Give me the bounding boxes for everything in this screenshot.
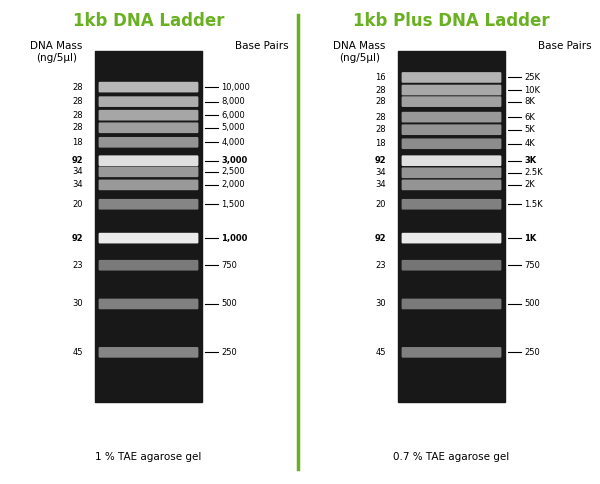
Text: 1,500: 1,500 [221, 200, 245, 209]
Text: 34: 34 [73, 167, 83, 176]
FancyBboxPatch shape [401, 72, 502, 83]
Text: 1K: 1K [524, 234, 536, 242]
Text: 92: 92 [71, 156, 83, 165]
Text: 28: 28 [376, 125, 386, 134]
Text: 20: 20 [73, 200, 83, 209]
Text: 0.7 % TAE agarose gel: 0.7 % TAE agarose gel [394, 453, 509, 462]
Text: 28: 28 [73, 83, 83, 91]
Text: 6K: 6K [524, 113, 535, 121]
FancyBboxPatch shape [98, 82, 199, 92]
Text: 34: 34 [73, 181, 83, 189]
Text: 28: 28 [376, 113, 386, 121]
Text: 28: 28 [73, 123, 83, 132]
FancyBboxPatch shape [401, 85, 502, 95]
FancyBboxPatch shape [98, 122, 199, 133]
FancyBboxPatch shape [98, 199, 199, 210]
Text: 92: 92 [374, 234, 386, 242]
FancyBboxPatch shape [401, 347, 502, 358]
FancyBboxPatch shape [401, 199, 502, 210]
Text: 1kb DNA Ladder: 1kb DNA Ladder [73, 12, 224, 30]
Text: 1,000: 1,000 [221, 234, 248, 242]
Text: 1 % TAE agarose gel: 1 % TAE agarose gel [95, 453, 202, 462]
Text: 34: 34 [376, 181, 386, 189]
FancyBboxPatch shape [98, 96, 199, 107]
FancyBboxPatch shape [98, 155, 199, 166]
FancyBboxPatch shape [98, 137, 199, 148]
Text: Base Pairs: Base Pairs [235, 41, 288, 51]
Bar [398, 51, 505, 402]
Text: 1kb Plus DNA Ladder: 1kb Plus DNA Ladder [353, 12, 550, 30]
Text: 1.5K: 1.5K [524, 200, 543, 209]
Text: 2,500: 2,500 [221, 167, 245, 176]
FancyBboxPatch shape [401, 155, 502, 166]
Text: 18: 18 [73, 138, 83, 147]
Text: 34: 34 [376, 168, 386, 177]
FancyBboxPatch shape [98, 166, 199, 177]
Text: 25K: 25K [524, 73, 540, 82]
Text: 6,000: 6,000 [221, 111, 245, 120]
FancyBboxPatch shape [401, 96, 502, 107]
Text: 2.5K: 2.5K [524, 168, 543, 177]
Text: 45: 45 [376, 348, 386, 357]
Text: 23: 23 [73, 261, 83, 270]
Text: 500: 500 [221, 300, 237, 308]
Text: 18: 18 [376, 139, 386, 148]
Text: Base Pairs: Base Pairs [538, 41, 591, 51]
FancyBboxPatch shape [401, 299, 502, 309]
Text: 30: 30 [376, 300, 386, 308]
Text: 500: 500 [524, 300, 540, 308]
FancyBboxPatch shape [401, 138, 502, 149]
Text: 2,000: 2,000 [221, 181, 245, 189]
Text: 750: 750 [221, 261, 237, 270]
FancyBboxPatch shape [401, 124, 502, 135]
Text: 250: 250 [221, 348, 237, 357]
FancyBboxPatch shape [98, 110, 199, 121]
FancyBboxPatch shape [401, 112, 502, 122]
Text: 750: 750 [524, 261, 540, 270]
Text: 4,000: 4,000 [221, 138, 245, 147]
FancyBboxPatch shape [98, 347, 199, 358]
Text: 30: 30 [73, 300, 83, 308]
FancyBboxPatch shape [98, 180, 199, 190]
Text: 10,000: 10,000 [221, 83, 250, 91]
Text: 250: 250 [524, 348, 540, 357]
Text: 16: 16 [376, 73, 386, 82]
Text: 45: 45 [73, 348, 83, 357]
Text: DNA Mass
(ng/5µl): DNA Mass (ng/5µl) [333, 41, 386, 63]
Text: 28: 28 [376, 86, 386, 94]
Text: 20: 20 [376, 200, 386, 209]
FancyBboxPatch shape [401, 260, 502, 271]
Text: DNA Mass
(ng/5µl): DNA Mass (ng/5µl) [30, 41, 83, 63]
FancyBboxPatch shape [401, 233, 502, 243]
Text: 23: 23 [376, 261, 386, 270]
Text: 3,000: 3,000 [221, 156, 248, 165]
Text: 28: 28 [73, 111, 83, 120]
Text: 8K: 8K [524, 97, 535, 106]
Text: 8,000: 8,000 [221, 97, 245, 106]
Bar [95, 51, 202, 402]
Text: 92: 92 [71, 234, 83, 242]
Text: 28: 28 [73, 97, 83, 106]
Text: 92: 92 [374, 156, 386, 165]
Text: 3K: 3K [524, 156, 536, 165]
Text: 2K: 2K [524, 181, 535, 189]
FancyBboxPatch shape [401, 167, 502, 178]
FancyBboxPatch shape [98, 233, 199, 243]
Text: 4K: 4K [524, 139, 535, 148]
FancyBboxPatch shape [401, 180, 502, 190]
FancyBboxPatch shape [98, 260, 199, 271]
Text: 10K: 10K [524, 86, 540, 94]
Text: 5,000: 5,000 [221, 123, 245, 132]
Text: 28: 28 [376, 97, 386, 106]
Text: 5K: 5K [524, 125, 535, 134]
FancyBboxPatch shape [98, 299, 199, 309]
